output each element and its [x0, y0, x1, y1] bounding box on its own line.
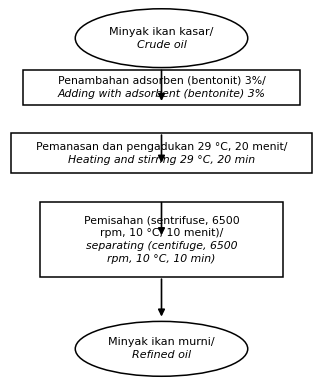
Text: Crude oil: Crude oil	[137, 39, 186, 50]
Text: Adding with adsorbent (bentonite) 3%: Adding with adsorbent (bentonite) 3%	[57, 89, 266, 99]
Ellipse shape	[75, 321, 248, 376]
Text: Pemanasan dan pengadukan 29 °C, 20 menit/: Pemanasan dan pengadukan 29 °C, 20 menit…	[36, 142, 287, 152]
Text: Pemisahan (sentrifuse, 6500: Pemisahan (sentrifuse, 6500	[84, 216, 239, 226]
Text: Penambahan adsorben (bentonit) 3%/: Penambahan adsorben (bentonit) 3%/	[57, 76, 266, 86]
Bar	[23, 70, 300, 105]
Text: Minyak ikan murni/: Minyak ikan murni/	[108, 337, 215, 348]
Text: rpm, 10 °C, 10 min): rpm, 10 °C, 10 min)	[107, 253, 216, 264]
Text: Minyak ikan kasar/: Minyak ikan kasar/	[109, 27, 214, 37]
Bar	[40, 202, 283, 277]
Text: separating (centifuge, 6500: separating (centifuge, 6500	[86, 241, 237, 251]
Ellipse shape	[75, 9, 248, 68]
Text: Refined oil: Refined oil	[132, 350, 191, 360]
Text: rpm, 10 °C, 10 menit)/: rpm, 10 °C, 10 menit)/	[100, 228, 223, 238]
Bar	[11, 133, 312, 173]
Text: Heating and stirring 29 °C, 20 min: Heating and stirring 29 °C, 20 min	[68, 155, 255, 165]
